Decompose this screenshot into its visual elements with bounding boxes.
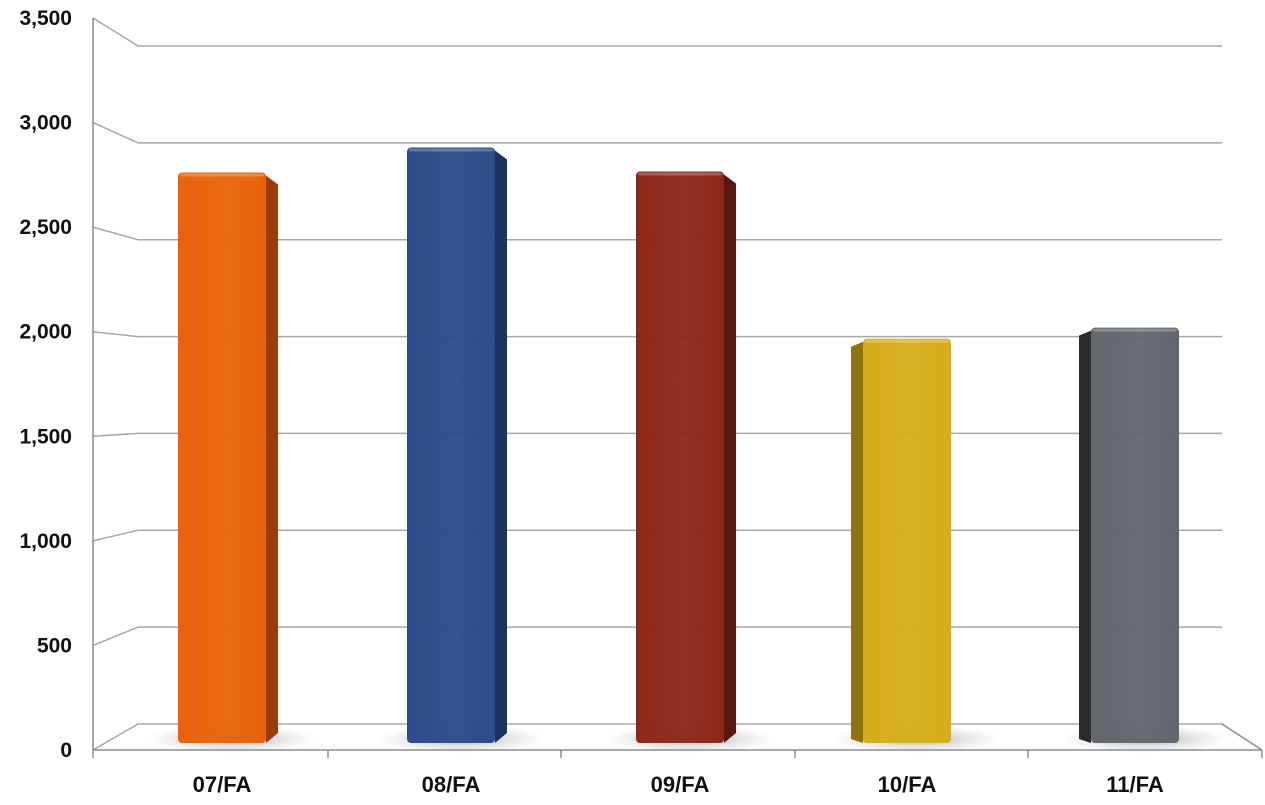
bar-side-face xyxy=(1079,330,1091,743)
x-tick-label: 09/FA xyxy=(651,772,710,797)
bar-highlight xyxy=(180,173,264,177)
bar-front-face xyxy=(863,338,951,743)
bar xyxy=(407,147,507,743)
bar-front-face xyxy=(178,172,266,744)
x-tick-label: 11/FA xyxy=(1106,772,1164,797)
x-axis-tick-labels: 07/FA 08/FA 09/FA 10/FA 11/FA xyxy=(193,772,1164,797)
y-tick-label: 0 xyxy=(60,739,72,762)
bar-side-face xyxy=(495,150,507,743)
bar-side-face xyxy=(266,175,278,744)
gridlines xyxy=(92,17,1222,751)
bar-highlight xyxy=(1093,328,1177,332)
bar-front-face xyxy=(1091,327,1179,743)
bar-front-face xyxy=(636,171,724,743)
bar xyxy=(851,338,951,743)
y-tick-label: 3,500 xyxy=(19,7,72,30)
gridline xyxy=(92,17,1222,47)
y-tick-label: 500 xyxy=(37,634,72,657)
gridline xyxy=(92,121,1222,144)
bar-side-face xyxy=(851,341,863,743)
y-tick-label: 1,000 xyxy=(19,530,72,553)
gridline xyxy=(92,226,1222,241)
bar xyxy=(636,171,736,743)
bar-highlight xyxy=(865,339,949,343)
axes xyxy=(92,18,1263,758)
bars xyxy=(178,147,1179,744)
gridline xyxy=(92,330,1222,338)
y-tick-label: 3,000 xyxy=(19,112,72,135)
bar xyxy=(1079,327,1179,743)
x-tick-label: 07/FA xyxy=(193,772,252,797)
y-tick-label: 2,000 xyxy=(19,321,72,344)
y-tick-label: 1,500 xyxy=(19,425,72,448)
bar-front-face xyxy=(407,147,495,743)
bar xyxy=(178,172,278,744)
x-tick-label: 10/FA xyxy=(878,772,937,797)
bar-highlight xyxy=(409,148,493,152)
bar-highlight xyxy=(638,172,722,176)
floor-right-edge xyxy=(1221,723,1263,751)
y-tick-label: 2,500 xyxy=(19,216,72,239)
y-axis-tick-labels: 0 500 1,000 1,500 2,000 2,500 3,000 3,500 xyxy=(19,7,72,762)
bar-side-face xyxy=(724,174,736,743)
x-tick-label: 08/FA xyxy=(422,772,481,797)
